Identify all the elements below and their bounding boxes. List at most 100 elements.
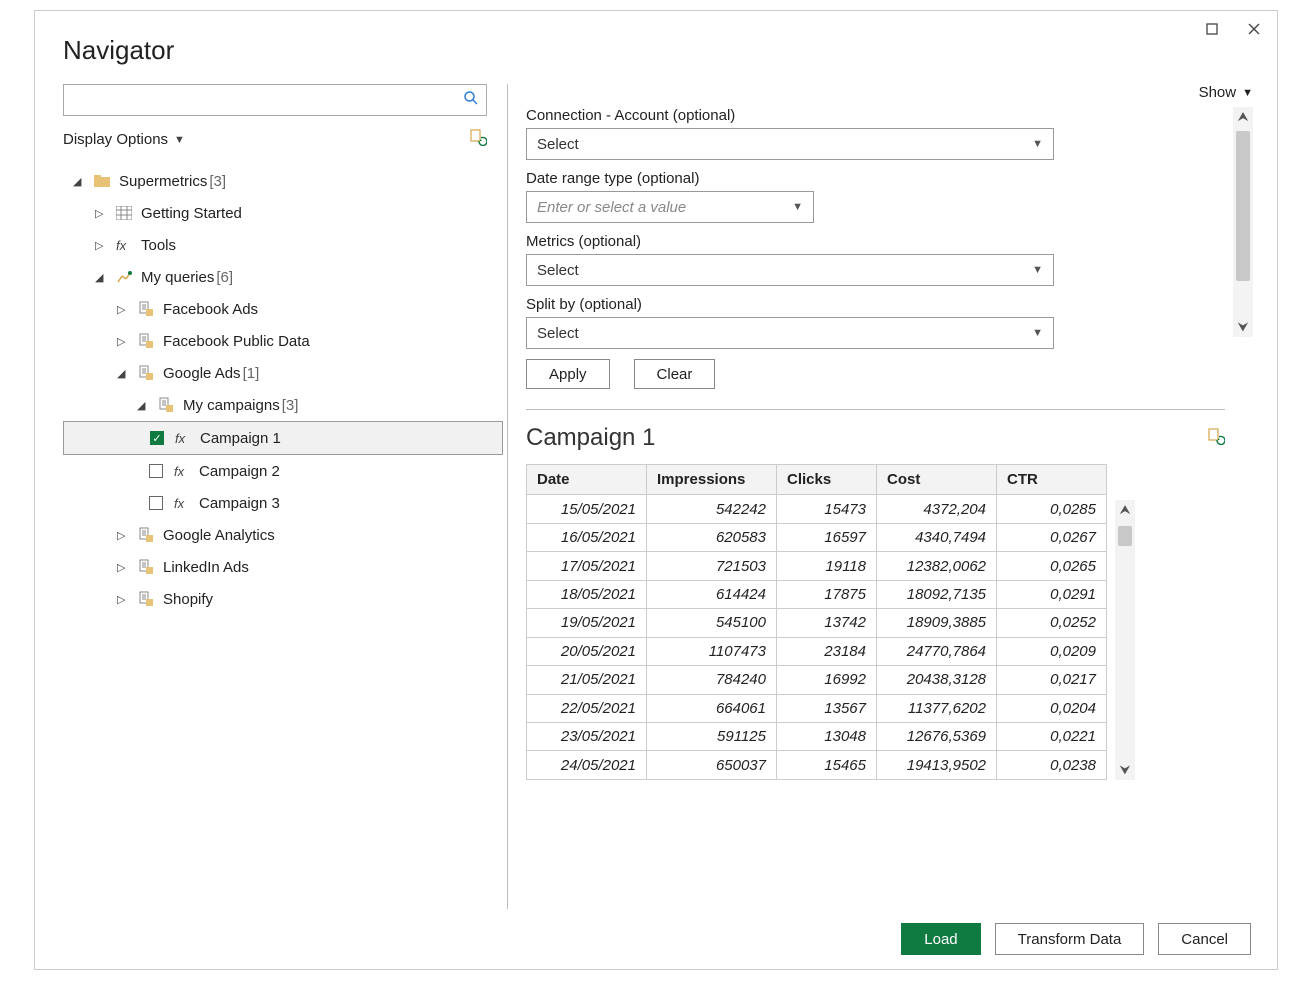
cancel-button[interactable]: Cancel — [1158, 923, 1251, 955]
table-cell: 24770,7864 — [877, 637, 997, 665]
metrics-select[interactable]: Select ▼ — [526, 254, 1054, 286]
table-cell: 0,0252 — [997, 609, 1107, 637]
pane-divider[interactable] — [507, 84, 508, 909]
dialog-title: Navigator — [63, 35, 1249, 66]
tree-item-campaign-1[interactable]: ✓ fx Campaign 1 — [63, 421, 503, 455]
table-cell: 1107473 — [647, 637, 777, 665]
tree-item-supermetrics[interactable]: ◢ Supermetrics [3] — [63, 165, 503, 197]
column-header[interactable]: Clicks — [777, 465, 877, 495]
table-row[interactable]: 23/05/20215911251304812676,53690,0221 — [527, 722, 1107, 750]
expand-icon[interactable]: ▷ — [117, 529, 131, 542]
collapse-icon[interactable]: ◢ — [137, 399, 151, 412]
tree-item-facebook-ads[interactable]: ▷ Facebook Ads — [63, 293, 503, 325]
expand-icon[interactable]: ▷ — [117, 303, 131, 316]
refresh-icon[interactable] — [469, 128, 487, 151]
table-row[interactable]: 15/05/2021542242154734372,2040,0285 — [527, 495, 1107, 523]
datasource-icon — [137, 527, 155, 543]
tree-item-linkedin-ads[interactable]: ▷ LinkedIn Ads — [63, 551, 503, 583]
close-icon[interactable] — [1237, 15, 1271, 43]
tree-item-getting-started[interactable]: ▷ Getting Started — [63, 197, 503, 229]
tree-item-facebook-public[interactable]: ▷ Facebook Public Data — [63, 325, 503, 357]
table-row[interactable]: 18/05/20216144241787518092,71350,0291 — [527, 580, 1107, 608]
table-cell: 784240 — [647, 666, 777, 694]
checkbox-unchecked[interactable] — [149, 464, 163, 478]
expand-icon[interactable]: ▷ — [95, 207, 109, 220]
table-cell: 0,0267 — [997, 523, 1107, 551]
datasource-icon — [137, 559, 155, 575]
table-cell: 542242 — [647, 495, 777, 523]
scroll-down-icon[interactable]: ⮟ — [1115, 760, 1135, 780]
checkbox-checked[interactable]: ✓ — [150, 431, 164, 445]
clear-button[interactable]: Clear — [634, 359, 716, 389]
tree-item-google-ads[interactable]: ◢ Google Ads [1] — [63, 357, 503, 389]
table-cell: 15473 — [777, 495, 877, 523]
checkbox-unchecked[interactable] — [149, 496, 163, 510]
table-row[interactable]: 21/05/20217842401699220438,31280,0217 — [527, 666, 1107, 694]
table-cell: 18909,3885 — [877, 609, 997, 637]
tree-item-google-analytics[interactable]: ▷ Google Analytics — [63, 519, 503, 551]
table-row[interactable]: 19/05/20215451001374218909,38850,0252 — [527, 609, 1107, 637]
preview-title: Campaign 1 — [526, 424, 1207, 452]
tree-item-my-campaigns[interactable]: ◢ My campaigns [3] — [63, 389, 503, 421]
table-cell: 721503 — [647, 552, 777, 580]
connection-select[interactable]: Select ▼ — [526, 128, 1054, 160]
tree-item-tools[interactable]: ▷ fx Tools — [63, 229, 503, 261]
table-row[interactable]: 16/05/2021620583165974340,74940,0267 — [527, 523, 1107, 551]
display-options-button[interactable]: Display Options — [63, 131, 168, 148]
expand-icon[interactable]: ▷ — [117, 593, 131, 606]
tree-item-my-queries[interactable]: ◢ My queries [6] — [63, 261, 503, 293]
tree-label: My campaigns — [183, 397, 280, 414]
transform-data-button[interactable]: Transform Data — [995, 923, 1145, 955]
tree-item-campaign-2[interactable]: fx Campaign 2 — [63, 455, 503, 487]
table-row[interactable]: 20/05/202111074732318424770,78640,0209 — [527, 637, 1107, 665]
table-scrollbar[interactable]: ⮝ ⮟ — [1115, 500, 1135, 780]
table-cell: 19/05/2021 — [527, 609, 647, 637]
scroll-down-icon[interactable]: ⮟ — [1233, 317, 1253, 337]
collapse-icon[interactable]: ◢ — [73, 175, 87, 188]
table-cell: 11377,6202 — [877, 694, 997, 722]
search-input[interactable] — [63, 84, 487, 116]
tree-label: Google Analytics — [163, 527, 275, 544]
column-header[interactable]: Impressions — [647, 465, 777, 495]
expand-icon[interactable]: ▷ — [117, 561, 131, 574]
scroll-thumb[interactable] — [1236, 131, 1250, 281]
refresh-preview-icon[interactable] — [1207, 427, 1225, 450]
split-by-select[interactable]: Select ▼ — [526, 317, 1054, 349]
scroll-thumb[interactable] — [1118, 526, 1132, 546]
show-dropdown[interactable]: Show ▼ — [1199, 84, 1253, 101]
table-row[interactable]: 24/05/20216500371546519413,95020,0238 — [527, 751, 1107, 780]
table-cell: 18/05/2021 — [527, 580, 647, 608]
column-header[interactable]: Cost — [877, 465, 997, 495]
expand-icon[interactable]: ▷ — [95, 239, 109, 252]
tree-item-campaign-3[interactable]: fx Campaign 3 — [63, 487, 503, 519]
table-icon — [115, 206, 133, 220]
table-cell: 20/05/2021 — [527, 637, 647, 665]
datasource-icon — [137, 591, 155, 607]
collapse-icon[interactable]: ◢ — [117, 367, 131, 380]
table-cell: 18092,7135 — [877, 580, 997, 608]
svg-text:fx: fx — [174, 496, 185, 510]
load-button[interactable]: Load — [901, 923, 980, 955]
date-range-label: Date range type (optional) — [526, 170, 1225, 187]
maximize-icon[interactable] — [1195, 15, 1229, 43]
search-field[interactable] — [64, 86, 456, 114]
table-row[interactable]: 22/05/20216640611356711377,62020,0204 — [527, 694, 1107, 722]
scroll-up-icon[interactable]: ⮝ — [1233, 107, 1253, 127]
table-cell: 12382,0062 — [877, 552, 997, 580]
panel-scrollbar[interactable]: ⮝ ⮟ — [1233, 107, 1253, 337]
column-header[interactable]: CTR — [997, 465, 1107, 495]
tree-label: Campaign 3 — [199, 495, 280, 512]
collapse-icon[interactable]: ◢ — [95, 271, 109, 284]
tree-item-shopify[interactable]: ▷ Shopify — [63, 583, 503, 615]
table-cell: 4372,204 — [877, 495, 997, 523]
metrics-label: Metrics (optional) — [526, 233, 1225, 250]
table-cell: 0,0209 — [997, 637, 1107, 665]
scroll-up-icon[interactable]: ⮝ — [1115, 500, 1135, 520]
table-cell: 0,0285 — [997, 495, 1107, 523]
expand-icon[interactable]: ▷ — [117, 335, 131, 348]
table-row[interactable]: 17/05/20217215031911812382,00620,0265 — [527, 552, 1107, 580]
search-icon[interactable] — [456, 90, 486, 111]
date-range-select[interactable]: Enter or select a value ▼ — [526, 191, 814, 223]
column-header[interactable]: Date — [527, 465, 647, 495]
apply-button[interactable]: Apply — [526, 359, 610, 389]
